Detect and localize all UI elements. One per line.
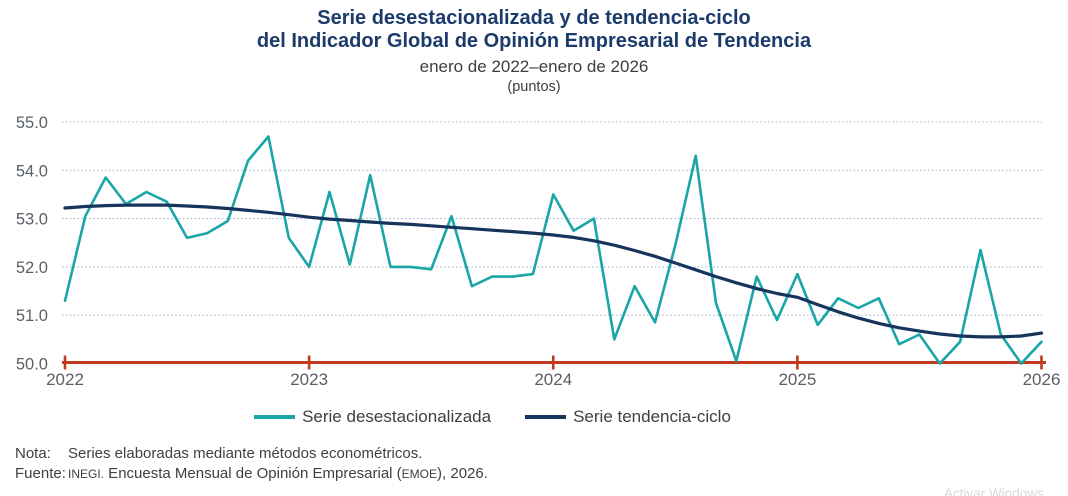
fuente-label: Fuente: bbox=[15, 464, 66, 482]
x-tick-label: 2022 bbox=[46, 370, 84, 389]
chart-footnotes: Nota: Series elaboradas mediante métodos… bbox=[15, 444, 488, 484]
fuente-emoe-acronym: EMOE bbox=[401, 466, 438, 481]
y-tick-label: 52.0 bbox=[16, 259, 48, 277]
x-tick-label: 2026 bbox=[1023, 370, 1061, 389]
chart-header: Serie desestacionalizada y de tendencia-… bbox=[0, 7, 1068, 96]
fuente-text-main: Encuesta Mensual de Opinión Empresarial … bbox=[104, 464, 402, 482]
activate-windows-watermark: Activar Windows bbox=[944, 486, 1044, 496]
fuente-text: INEGI. Encuesta Mensual de Opinión Empre… bbox=[68, 464, 488, 485]
legend-item-desestacionalizada: Serie desestacionalizada bbox=[254, 407, 491, 427]
y-tick-label: 50.0 bbox=[16, 356, 48, 374]
fuente-text-suffix: ), 2026. bbox=[437, 464, 488, 482]
legend-item-tendencia-ciclo: Serie tendencia-ciclo bbox=[525, 407, 731, 427]
y-tick-label: 54.0 bbox=[16, 162, 48, 180]
legend-label-desestacionalizada: Serie desestacionalizada bbox=[302, 407, 492, 426]
chart-units-label: (puntos) bbox=[507, 79, 561, 95]
x-tick-label: 2023 bbox=[290, 370, 328, 389]
legend-swatch-desestacionalizada bbox=[254, 415, 296, 419]
y-tick-label: 51.0 bbox=[16, 307, 48, 325]
chart-title-line1: Serie desestacionalizada y de tendencia-… bbox=[317, 7, 751, 29]
series-tendencia-ciclo-line bbox=[63, 203, 1044, 339]
legend-swatch-tendencia-ciclo bbox=[525, 415, 567, 419]
fuente-inegi-acronym: INEGI. bbox=[68, 466, 105, 481]
legend-label-tendencia-ciclo: Serie tendencia-ciclo bbox=[573, 407, 731, 426]
chart-title-line2: del Indicador Global de Opinión Empresar… bbox=[256, 30, 812, 52]
x-tick-label: 2025 bbox=[778, 370, 816, 389]
nota-text: Series elaboradas mediante métodos econo… bbox=[68, 445, 423, 462]
y-tick-label: 53.0 bbox=[16, 211, 48, 229]
nota-label: Nota: bbox=[15, 445, 51, 462]
chart-subtitle: enero de 2022–enero de 2026 bbox=[419, 57, 649, 76]
y-tick-label: 55.0 bbox=[16, 114, 48, 132]
chart-legend: Serie desestacionalizada Serie tendencia… bbox=[0, 407, 1068, 427]
series-desestacionalizada-line bbox=[63, 135, 1043, 365]
x-tick-label: 2024 bbox=[534, 370, 572, 389]
